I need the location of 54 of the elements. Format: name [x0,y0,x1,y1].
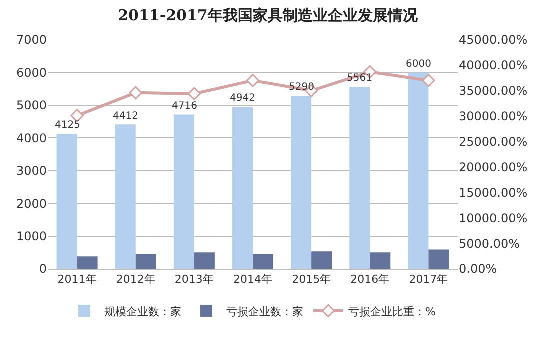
y2-tick-label: 30000.00% [459,110,528,124]
bar [253,254,274,269]
bar [350,87,370,269]
y-tick-label: 1000 [16,229,47,244]
y2-tick-label: 45000.00% [459,33,528,48]
bar [115,124,136,269]
y-tick-label: 4000 [16,131,47,146]
y2-tick-label: 10000.00% [459,211,528,226]
point [422,74,436,88]
data-label: 6000 [406,59,432,70]
bar [291,96,312,269]
bar [174,114,194,269]
bar [136,254,156,269]
y-tick-label: 7000 [16,33,47,48]
x-tick-label: 2015年 [292,273,332,286]
data-label: 4716 [172,101,198,112]
legend-label: 亏损企业数：家 [226,305,304,318]
bar [312,252,332,269]
y2-tick-label: 40000.00% [459,58,528,73]
x-tick-label: 2014年 [234,273,272,286]
x-tick-label: 2012年 [116,273,156,286]
y-tick-label: 2000 [16,196,47,211]
y2-tick-label: 25000.00% [459,134,528,149]
bar [428,250,450,269]
x-tick-label: 2013年 [174,273,214,286]
bar [194,252,215,269]
legend-label: 规模企业数：家 [104,305,182,318]
data-label: 5561 [347,73,372,84]
y-tick-label: 6000 [16,66,47,80]
data-label: 5290 [289,82,314,93]
x-tick-label: 2016年 [350,273,390,286]
data-label: 4125 [55,120,80,131]
bar [408,72,429,269]
point [188,87,202,101]
y2-tick-label: 15000.00% [459,186,528,200]
bar [232,107,253,269]
data-label: 4942 [230,93,256,104]
legend-label: 亏损企业比重：% [348,305,436,318]
y2-tick-label: 35000.00% [459,84,528,98]
y2-tick-label: 0.00% [459,262,498,276]
y2-tick-label: 5000.00% [459,236,520,251]
chart-title: 2011-2017年我国家具制造业企业发展情况 [118,6,419,25]
bar [77,256,98,269]
point [129,86,142,100]
bar [370,252,391,269]
point [246,74,260,88]
y2-tick-label: 20000.00% [459,160,528,174]
data-label: 4412 [113,111,138,122]
y-tick-label: 5000 [16,98,47,113]
y-tick-label: 0 [39,262,47,276]
x-tick-label: 2011年 [58,273,97,286]
y-tick-label: 3000 [16,164,47,178]
x-tick-label: 2017年 [409,273,448,286]
bar [56,134,78,269]
